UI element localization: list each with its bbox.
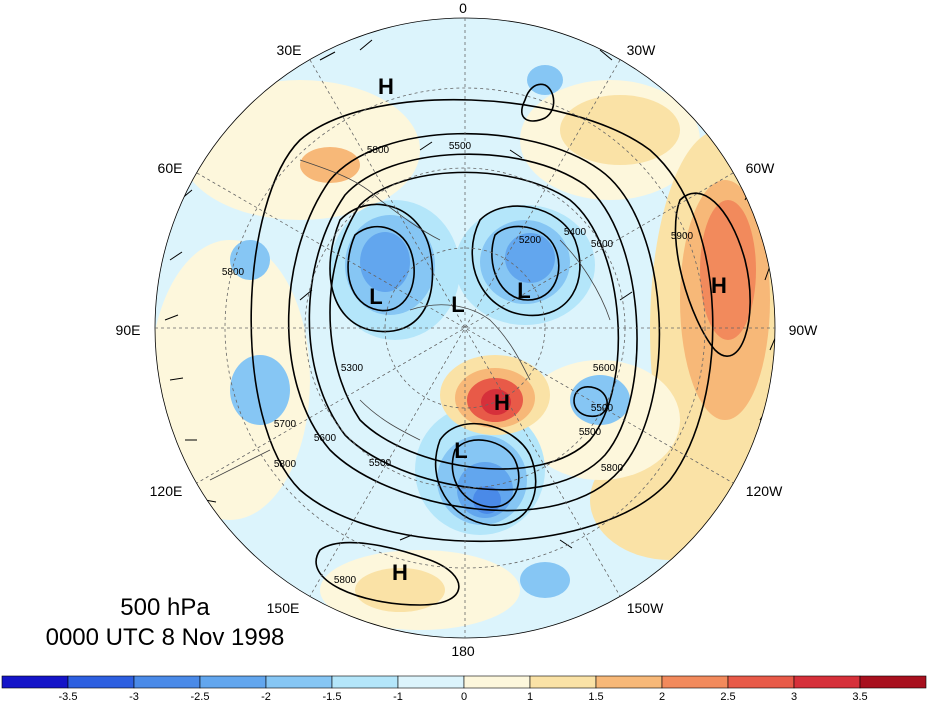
colorbar-swatch [1, 675, 69, 689]
pressure-center-l: L [369, 284, 382, 309]
colorbar-swatch [727, 675, 795, 689]
lon-label-30w: 30W [626, 42, 656, 58]
lon-label-120w: 120W [745, 483, 783, 499]
contour-label: 5800 [367, 145, 390, 156]
pressure-center-h: H [711, 273, 727, 298]
colorbar-tick-label: 1 [527, 691, 533, 702]
contour-label: 5800 [334, 575, 357, 586]
contour-label: 5600 [591, 239, 614, 250]
colorbar-swatch [199, 675, 267, 689]
contour-label: 5800 [274, 459, 297, 470]
pressure-center-h: H [494, 390, 510, 415]
contour-label: 5500 [579, 427, 602, 438]
colorbar-tick-label: 1.5 [588, 691, 603, 702]
contour-label: 5900 [671, 231, 694, 242]
contour-label: 5200 [519, 235, 542, 246]
colorbar-tick-label: -1.5 [323, 691, 342, 702]
contour-label: 5700 [274, 419, 297, 430]
pressure-center-l: L [451, 292, 464, 317]
valid-time-caption: 0000 UTC 8 Nov 1998 [45, 624, 285, 651]
contour-label: 5600 [314, 433, 337, 444]
lon-label-150w: 150W [626, 600, 664, 616]
colorbar-swatch [529, 675, 597, 689]
pressure-center-l: L [517, 278, 530, 303]
colorbar-swatch [265, 675, 333, 689]
contour-label: 5300 [341, 363, 364, 374]
colorbar-swatch [331, 675, 399, 689]
pressure-level-caption: 500 hPa [120, 594, 210, 621]
colorbar-tick-label: -3 [129, 691, 139, 702]
lon-label-90e: 90E [115, 322, 141, 338]
lon-label-60e: 60E [157, 160, 183, 176]
pressure-centers: H L L L H H L H [369, 74, 727, 585]
contour-label: 5500 [449, 141, 472, 152]
colorbar-tick-label: -3.5 [59, 691, 78, 702]
pressure-center-h: H [392, 560, 408, 585]
colorbar-swatch [661, 675, 729, 689]
colorbar-swatch [463, 675, 531, 689]
lon-label-60w: 60W [745, 160, 775, 176]
lon-label-150e: 150E [266, 600, 300, 616]
colorbar-swatch [595, 675, 663, 689]
colorbar-tick-label: -2 [261, 691, 271, 702]
colorbar-tick-label: 3.5 [852, 691, 867, 702]
lon-label-180: 180 [451, 643, 475, 659]
lon-label-0: 0 [459, 0, 467, 16]
contour-label: 5800 [222, 267, 245, 278]
lon-label-90w: 90W [788, 322, 818, 338]
map-disc [155, 18, 775, 638]
anomaly-colorbar: -3.5 -3 -2.5 -2 -1.5 -1 0 1 1.5 2 2.5 3 3.5 [1, 675, 927, 702]
height-contours [250, 83, 751, 606]
lon-label-30e: 30E [276, 42, 302, 58]
colorbar-tick-label: 0 [461, 691, 467, 702]
colorbar-tick-label: -2.5 [191, 691, 210, 702]
colorbar-tick-label: 2 [659, 691, 665, 702]
contour-label: 5500 [369, 458, 392, 469]
colorbar-tick-label: 2.5 [720, 691, 735, 702]
contour-label: 5500 [591, 403, 614, 414]
graticule [154, 17, 776, 639]
contour-label: 5600 [593, 363, 616, 374]
contour-label: 5800 [601, 463, 624, 474]
colorbar-swatch [67, 675, 135, 689]
colorbar-swatch [397, 675, 465, 689]
pressure-center-l: L [454, 438, 467, 463]
contour-labels: 5800 5500 5800 5200 5400 5600 5900 5600 5500 5800… [222, 141, 694, 586]
colorbar-tick-label: -1 [393, 691, 403, 702]
lon-label-120e: 120E [149, 483, 183, 499]
pressure-center-h: H [378, 74, 394, 99]
colorbar-tick-label: 3 [791, 691, 797, 702]
coastlines [209, 159, 611, 481]
colorbar-swatch [793, 675, 861, 689]
colorbar-swatch [859, 675, 927, 689]
colorbar-swatch [133, 675, 201, 689]
contour-label: 5400 [564, 227, 587, 238]
